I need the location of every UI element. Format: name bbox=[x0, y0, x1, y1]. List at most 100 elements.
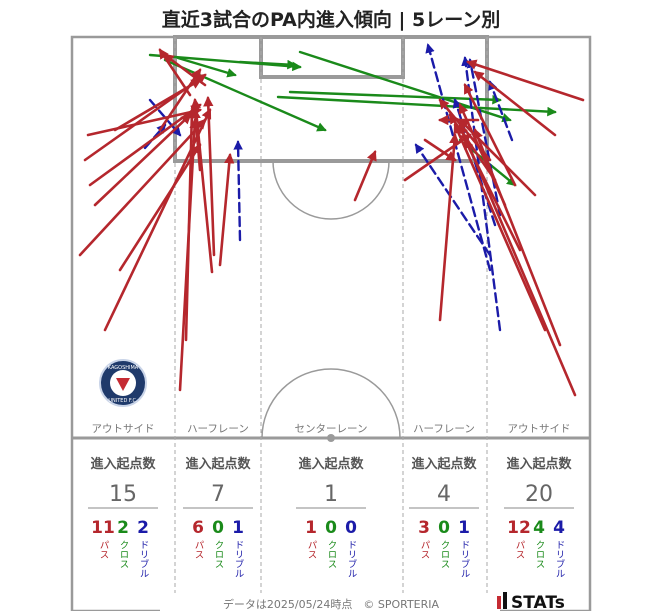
stat-dribble-label: ドリブル bbox=[554, 540, 566, 578]
stat-header: 進入起点数 bbox=[506, 456, 572, 472]
stat-cross-count: 0 bbox=[438, 518, 450, 538]
stat-cross-count: 2 bbox=[117, 518, 129, 538]
dribble-arrow bbox=[466, 58, 502, 217]
pass-arrow bbox=[403, 133, 472, 182]
stat-dribble-count: 1 bbox=[232, 518, 244, 538]
stat-pass-count: 11 bbox=[91, 518, 115, 538]
stat-pass-label: パス bbox=[98, 540, 110, 559]
pass-arrow bbox=[473, 128, 562, 347]
pass-arrow bbox=[448, 113, 497, 182]
goal-area bbox=[259, 35, 405, 79]
stat-header: 進入起点数 bbox=[185, 456, 251, 472]
lane-stat-outside-left: 進入起点数 15 11 2 2 パス クロス ドリブル bbox=[88, 456, 158, 578]
stat-pass-label: パス bbox=[306, 540, 318, 559]
lane-stats: 進入起点数 15 11 2 2 パス クロス ドリブル 進入起点数 7 6 0 … bbox=[88, 456, 574, 578]
stat-pass-label: パス bbox=[419, 540, 431, 559]
stat-cross-count: 0 bbox=[212, 518, 224, 538]
penalty-arc bbox=[272, 160, 390, 220]
stat-pass-label: パス bbox=[514, 540, 526, 559]
pass-arrow bbox=[458, 103, 507, 207]
lane-stat-halfspace-right: 進入起点数 4 3 0 1 パス クロス ドリブル bbox=[409, 456, 479, 578]
stat-total: 7 bbox=[211, 482, 225, 507]
pass-arrow bbox=[218, 152, 235, 267]
pass-arrow bbox=[453, 123, 547, 332]
brand-text: STATs bbox=[511, 593, 565, 611]
stat-total: 15 bbox=[109, 482, 137, 507]
stat-dribble-count: 0 bbox=[345, 518, 357, 538]
badge-top-text: KAGOSHIMA bbox=[108, 365, 139, 371]
pass-arrow bbox=[473, 70, 557, 137]
stat-cross-label: クロス bbox=[534, 540, 545, 569]
stat-cross-count: 0 bbox=[325, 518, 337, 538]
lane-label: ハーフレーン bbox=[413, 423, 475, 435]
dribble-arrow bbox=[461, 56, 502, 332]
stat-pass-count: 1 bbox=[305, 518, 317, 538]
stat-pass-label: パス bbox=[193, 540, 205, 559]
pass-arrow bbox=[463, 138, 522, 252]
stat-pass-count: 12 bbox=[507, 518, 531, 538]
entry-arrows bbox=[78, 43, 585, 397]
lane-label: アウトサイド bbox=[508, 423, 571, 435]
stat-cross-label: クロス bbox=[439, 540, 450, 569]
footer-note: データは2025/05/24時点 © SPORTERIA bbox=[223, 597, 440, 611]
dribble-arrow bbox=[414, 143, 492, 257]
stat-pass-count: 6 bbox=[192, 518, 204, 538]
stat-dribble-label: ドリブル bbox=[459, 540, 471, 578]
pass-arrow bbox=[118, 143, 202, 272]
pass-arrow bbox=[158, 68, 202, 132]
stat-total: 4 bbox=[437, 482, 451, 507]
pass-arrow bbox=[353, 150, 377, 202]
stat-dribble-label: ドリブル bbox=[346, 540, 358, 578]
stats-logo: STATs bbox=[497, 592, 565, 611]
pass-arrow bbox=[203, 95, 216, 257]
dribble-arrow bbox=[233, 140, 243, 242]
cross-arrow bbox=[238, 59, 297, 70]
logo-bar-icon bbox=[503, 592, 507, 609]
cross-arrow bbox=[176, 56, 237, 78]
stat-total: 20 bbox=[525, 482, 553, 507]
lane-label: アウトサイド bbox=[92, 423, 155, 435]
lane-label: センターレーン bbox=[295, 423, 368, 435]
stat-header: 進入起点数 bbox=[90, 456, 156, 472]
stat-header: 進入起点数 bbox=[298, 456, 364, 472]
lane-stat-outside-right: 進入起点数 20 12 4 4 パス クロス ドリブル bbox=[504, 456, 574, 578]
lane-label: ハーフレーン bbox=[187, 423, 249, 435]
pass-arrow bbox=[93, 113, 192, 207]
cross-arrow bbox=[276, 95, 557, 117]
lane-stat-center: 進入起点数 1 1 0 0 パス クロス ドリブル bbox=[296, 456, 366, 578]
pass-arrow bbox=[423, 138, 457, 162]
logo-bar-icon bbox=[497, 596, 501, 609]
stat-pass-count: 3 bbox=[418, 518, 430, 538]
pitch bbox=[70, 35, 592, 611]
club-badge: KAGOSHIMA UNITED F.C. bbox=[99, 359, 147, 407]
lane-labels: アウトサイド ハーフレーン センターレーン ハーフレーン アウトサイド bbox=[92, 423, 571, 435]
stat-header: 進入起点数 bbox=[411, 456, 477, 472]
badge-emblem-icon bbox=[116, 378, 130, 391]
lane-stat-halfspace-left: 進入起点数 7 6 0 1 パス クロス ドリブル bbox=[183, 456, 253, 578]
badge-bottom-text: UNITED F.C. bbox=[108, 398, 138, 404]
pass-arrow bbox=[438, 98, 492, 162]
stat-dribble-label: ドリブル bbox=[138, 540, 150, 578]
pass-arrow bbox=[184, 107, 197, 342]
stat-cross-label: クロス bbox=[326, 540, 337, 569]
stat-total: 1 bbox=[324, 482, 338, 507]
footer-backdrop bbox=[160, 593, 500, 611]
stat-dribble-label: ドリブル bbox=[233, 540, 245, 578]
pass-arrow bbox=[466, 59, 585, 102]
center-spot bbox=[327, 434, 335, 442]
dribble-arrow bbox=[425, 43, 492, 272]
stat-cross-count: 4 bbox=[533, 518, 545, 538]
cross-arrow bbox=[288, 90, 502, 105]
stat-dribble-count: 2 bbox=[137, 518, 149, 538]
pass-arrow bbox=[190, 107, 202, 172]
stat-dribble-count: 4 bbox=[553, 518, 565, 538]
center-circle bbox=[261, 368, 401, 439]
pass-arrow bbox=[78, 118, 207, 257]
chart-title: 直近3試合のPA内進入傾向 | 5レーン別 bbox=[162, 8, 501, 31]
pass-arrow bbox=[113, 78, 202, 132]
stat-cross-label: クロス bbox=[118, 540, 129, 569]
pass-arrow bbox=[438, 132, 460, 322]
stat-cross-label: クロス bbox=[213, 540, 224, 569]
